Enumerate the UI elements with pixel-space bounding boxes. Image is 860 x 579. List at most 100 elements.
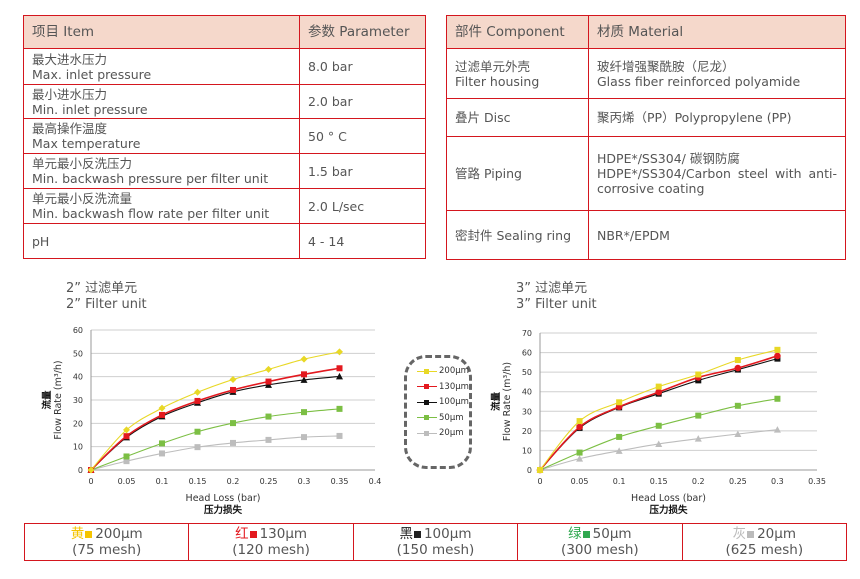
y-tick-label: 60: [73, 326, 83, 335]
x-tick-label: 0.2: [227, 477, 240, 486]
item-en: Min. backwash pressure per filter unit: [32, 171, 269, 186]
color-swatch-icon: [747, 531, 755, 538]
component: 过滤单元外壳 Filter housing: [446, 48, 589, 99]
x-axis-label-cn: 压力损失: [204, 504, 243, 516]
data-point-130μm: [159, 411, 165, 418]
material: HDPE*/SS304/ 碳钢防腐 HDPE*/SS304/Carbon ste…: [588, 136, 846, 211]
x-tick-label: 0.3: [771, 477, 784, 486]
material: NBR*/EPDM: [588, 210, 846, 260]
y-tick-label: 10: [522, 446, 532, 455]
legend-item: 100μm: [417, 397, 469, 407]
y-tick-label: 40: [73, 373, 83, 382]
color-swatch-icon: [582, 531, 590, 538]
color-swatch-icon: [249, 531, 257, 538]
data-point-200μm: [537, 467, 543, 473]
x-tick-label: 0.25: [729, 477, 747, 486]
data-point-200μm: [300, 355, 308, 363]
data-point-20μm: [576, 455, 584, 462]
data-point-50μm: [695, 412, 702, 419]
x-tick-label: 0: [88, 477, 93, 486]
data-point-50μm: [194, 428, 201, 435]
data-point-100μm: [265, 381, 272, 388]
header-material: 材质 Material: [588, 15, 846, 49]
component: 密封件 Sealing ring: [446, 210, 589, 260]
mesh-cell: 黄 200μm (75 mesh): [23, 523, 190, 561]
data-point-20μm: [230, 439, 236, 446]
legend-swatch: [417, 415, 437, 420]
specification-table: 项目 Item 参数 Parameter 最大进水压力 Max. inlet pre…: [23, 15, 426, 259]
x-tick-label: 0: [537, 477, 542, 486]
legend-marker-icon: [424, 384, 429, 389]
data-point-200μm: [265, 365, 272, 373]
mesh-legend-table: 黄 200μm (75 mesh) 红 130μm (120 mesh) 黑 100μm (15…: [23, 523, 848, 561]
data-point-130μm: [576, 423, 583, 431]
table-row: 最大进水压力 Max. inlet pressure 8.0 bar: [23, 48, 426, 85]
item-cn: 最高操作温度: [32, 121, 108, 136]
mesh-count: (300 mesh): [561, 542, 639, 558]
data-point-20μm: [123, 458, 130, 465]
data-point-130μm: [123, 433, 130, 440]
table-row: 叠片 Disc 聚丙烯（PP）Polypropylene (PP): [446, 98, 846, 137]
mesh-cell: 红 130μm (120 mesh): [188, 523, 354, 561]
y-tick-label: 20: [73, 419, 83, 428]
filter-size: 20μm: [757, 526, 796, 542]
data-point-50μm: [576, 449, 583, 456]
item-cn: 单元最小反洗压力: [32, 156, 133, 171]
data-point-200μm: [194, 388, 201, 396]
header-item: 项目 Item: [23, 15, 300, 49]
data-point-50μm: [230, 420, 236, 427]
x-tick-label: 0.05: [118, 477, 136, 486]
legend-label: 50μm: [439, 412, 464, 423]
x-tick-label: 0.35: [808, 477, 826, 486]
legend-item: 130μm: [417, 382, 469, 392]
material: 聚丙烯（PP）Polypropylene (PP): [588, 98, 846, 137]
mesh-count: (150 mesh): [396, 542, 475, 558]
legend-marker-icon: [424, 399, 429, 405]
y-tick-label: 70: [522, 329, 532, 338]
table-row: 单元最小反洗压力 Min. backwash pressure per filte…: [23, 153, 426, 189]
filter-size: 50μm: [592, 526, 632, 542]
x-tick-label: 0.1: [613, 477, 626, 486]
header-parameter: 参数 Parameter: [299, 15, 426, 49]
data-point-20μm: [336, 432, 343, 439]
data-point-130μm: [655, 388, 663, 396]
table-row: 最高操作温度 Max temperature 50 ° C: [23, 118, 426, 154]
value: 2.0 bar: [299, 84, 426, 119]
data-point-130μm: [301, 371, 307, 378]
data-point-100μm: [336, 372, 343, 380]
data-point-200μm: [123, 426, 130, 434]
data-point-50μm: [123, 453, 130, 460]
data-point-20μm: [194, 444, 201, 451]
item-en: Min. backwash flow rate per filter unit: [32, 206, 270, 221]
series-line-200μm: [539, 349, 778, 471]
legend-swatch: [417, 430, 437, 436]
x-tick-label: 0.3: [298, 477, 311, 486]
filter-size: 100μm: [423, 526, 472, 542]
y-axis-label-cn: 流量: [490, 392, 502, 412]
data-point-20μm: [773, 426, 781, 433]
item-cn: 单元最小反洗流量: [32, 191, 133, 206]
x-tick-label: 0.4: [369, 477, 382, 486]
legend-label: 130μm: [439, 381, 469, 392]
legend-marker-icon: [424, 430, 429, 436]
data-point-20μm: [615, 447, 623, 454]
color-swatch-icon: [413, 531, 421, 538]
legend-item: 20μm: [417, 428, 464, 438]
x-tick-label: 0.25: [260, 477, 278, 486]
color-name: 绿: [568, 526, 582, 542]
filter-size: 130μm: [259, 526, 308, 542]
x-tick-label: 0.1: [156, 477, 169, 486]
data-point-50μm: [336, 405, 343, 412]
value: 2.0 L/sec: [299, 188, 426, 224]
y-axis-label: Flow Rate (m³/h): [53, 360, 64, 439]
table-row: 密封件 Sealing ring NBR*/EPDM: [446, 210, 846, 260]
series-line-130μm: [539, 355, 778, 471]
data-point-130μm: [774, 352, 781, 360]
x-axis-label: Head Loss (bar): [186, 493, 261, 504]
data-point-200μm: [616, 399, 623, 406]
table-row: 过滤单元外壳 Filter housing 玻纤增强聚酰胺（尼龙） Glass f…: [446, 48, 846, 99]
x-tick-label: 0.15: [650, 477, 668, 486]
item-en: Min. inlet pressure: [32, 101, 148, 117]
data-point-50μm: [655, 422, 662, 429]
